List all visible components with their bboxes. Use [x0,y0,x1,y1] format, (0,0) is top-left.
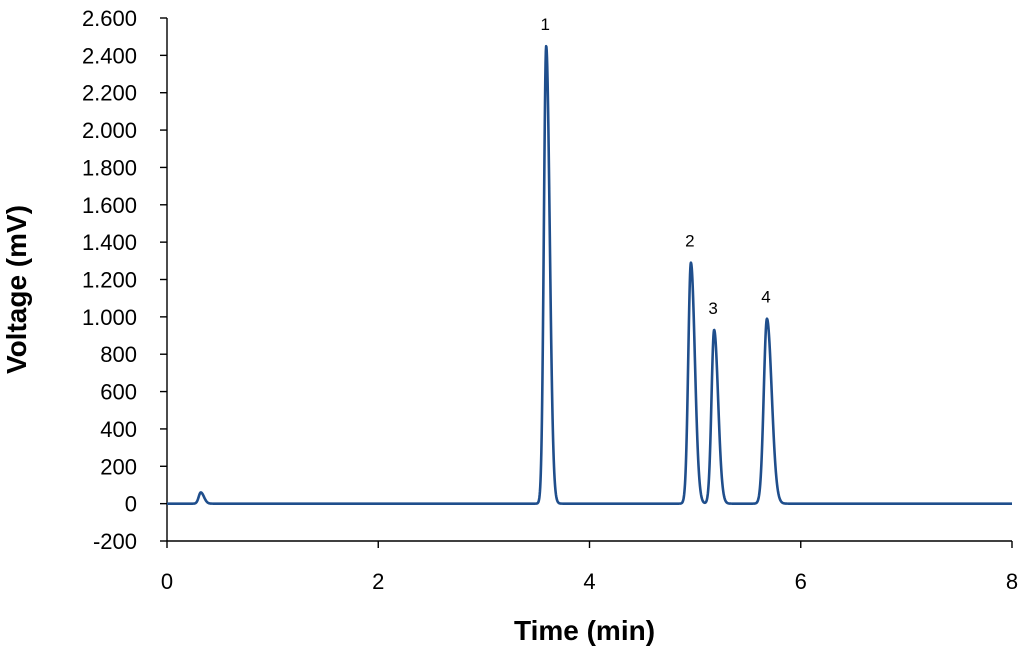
peak-label: 3 [708,299,717,318]
series-line [165,44,1014,505]
y-tick-label: 600 [100,380,137,405]
y-tick-label: 2.600 [82,6,137,31]
y-tick-label: 1.000 [82,305,137,330]
peak-label: 1 [540,15,549,34]
y-tick-label: 800 [100,342,137,367]
x-tick-label: 0 [161,569,173,594]
y-tick-label: 1.600 [82,193,137,218]
peak-labels: 1 2 3 4 [540,15,770,318]
y-axis-ticks: -200 0 200 400 600 800 1.000 1.200 1.400 1.600 1.8… [82,6,167,554]
x-tick-label: 6 [795,569,807,594]
y-tick-label: -200 [93,529,137,554]
y-tick-label: 400 [100,417,137,442]
y-tick-label: 1.800 [82,155,137,180]
peak-label: 2 [685,232,694,251]
y-tick-label: 0 [125,492,137,517]
y-tick-label: 200 [100,454,137,479]
peak-label: 4 [761,288,770,307]
x-tick-label: 8 [1006,569,1018,594]
y-tick-label: 2.000 [82,118,137,143]
y-tick-label: 1.200 [82,268,137,293]
y-tick-label: 1.400 [82,230,137,255]
x-axis-ticks: 0 2 4 6 8 [161,541,1018,594]
y-tick-label: 2.400 [82,43,137,68]
y-tick-label: 2.200 [82,81,137,106]
x-axis-title: Time (min) [514,615,655,646]
y-axis-title: Voltage (mV) [1,205,32,374]
x-tick-label: 4 [583,569,595,594]
x-tick-label: 2 [372,569,384,594]
